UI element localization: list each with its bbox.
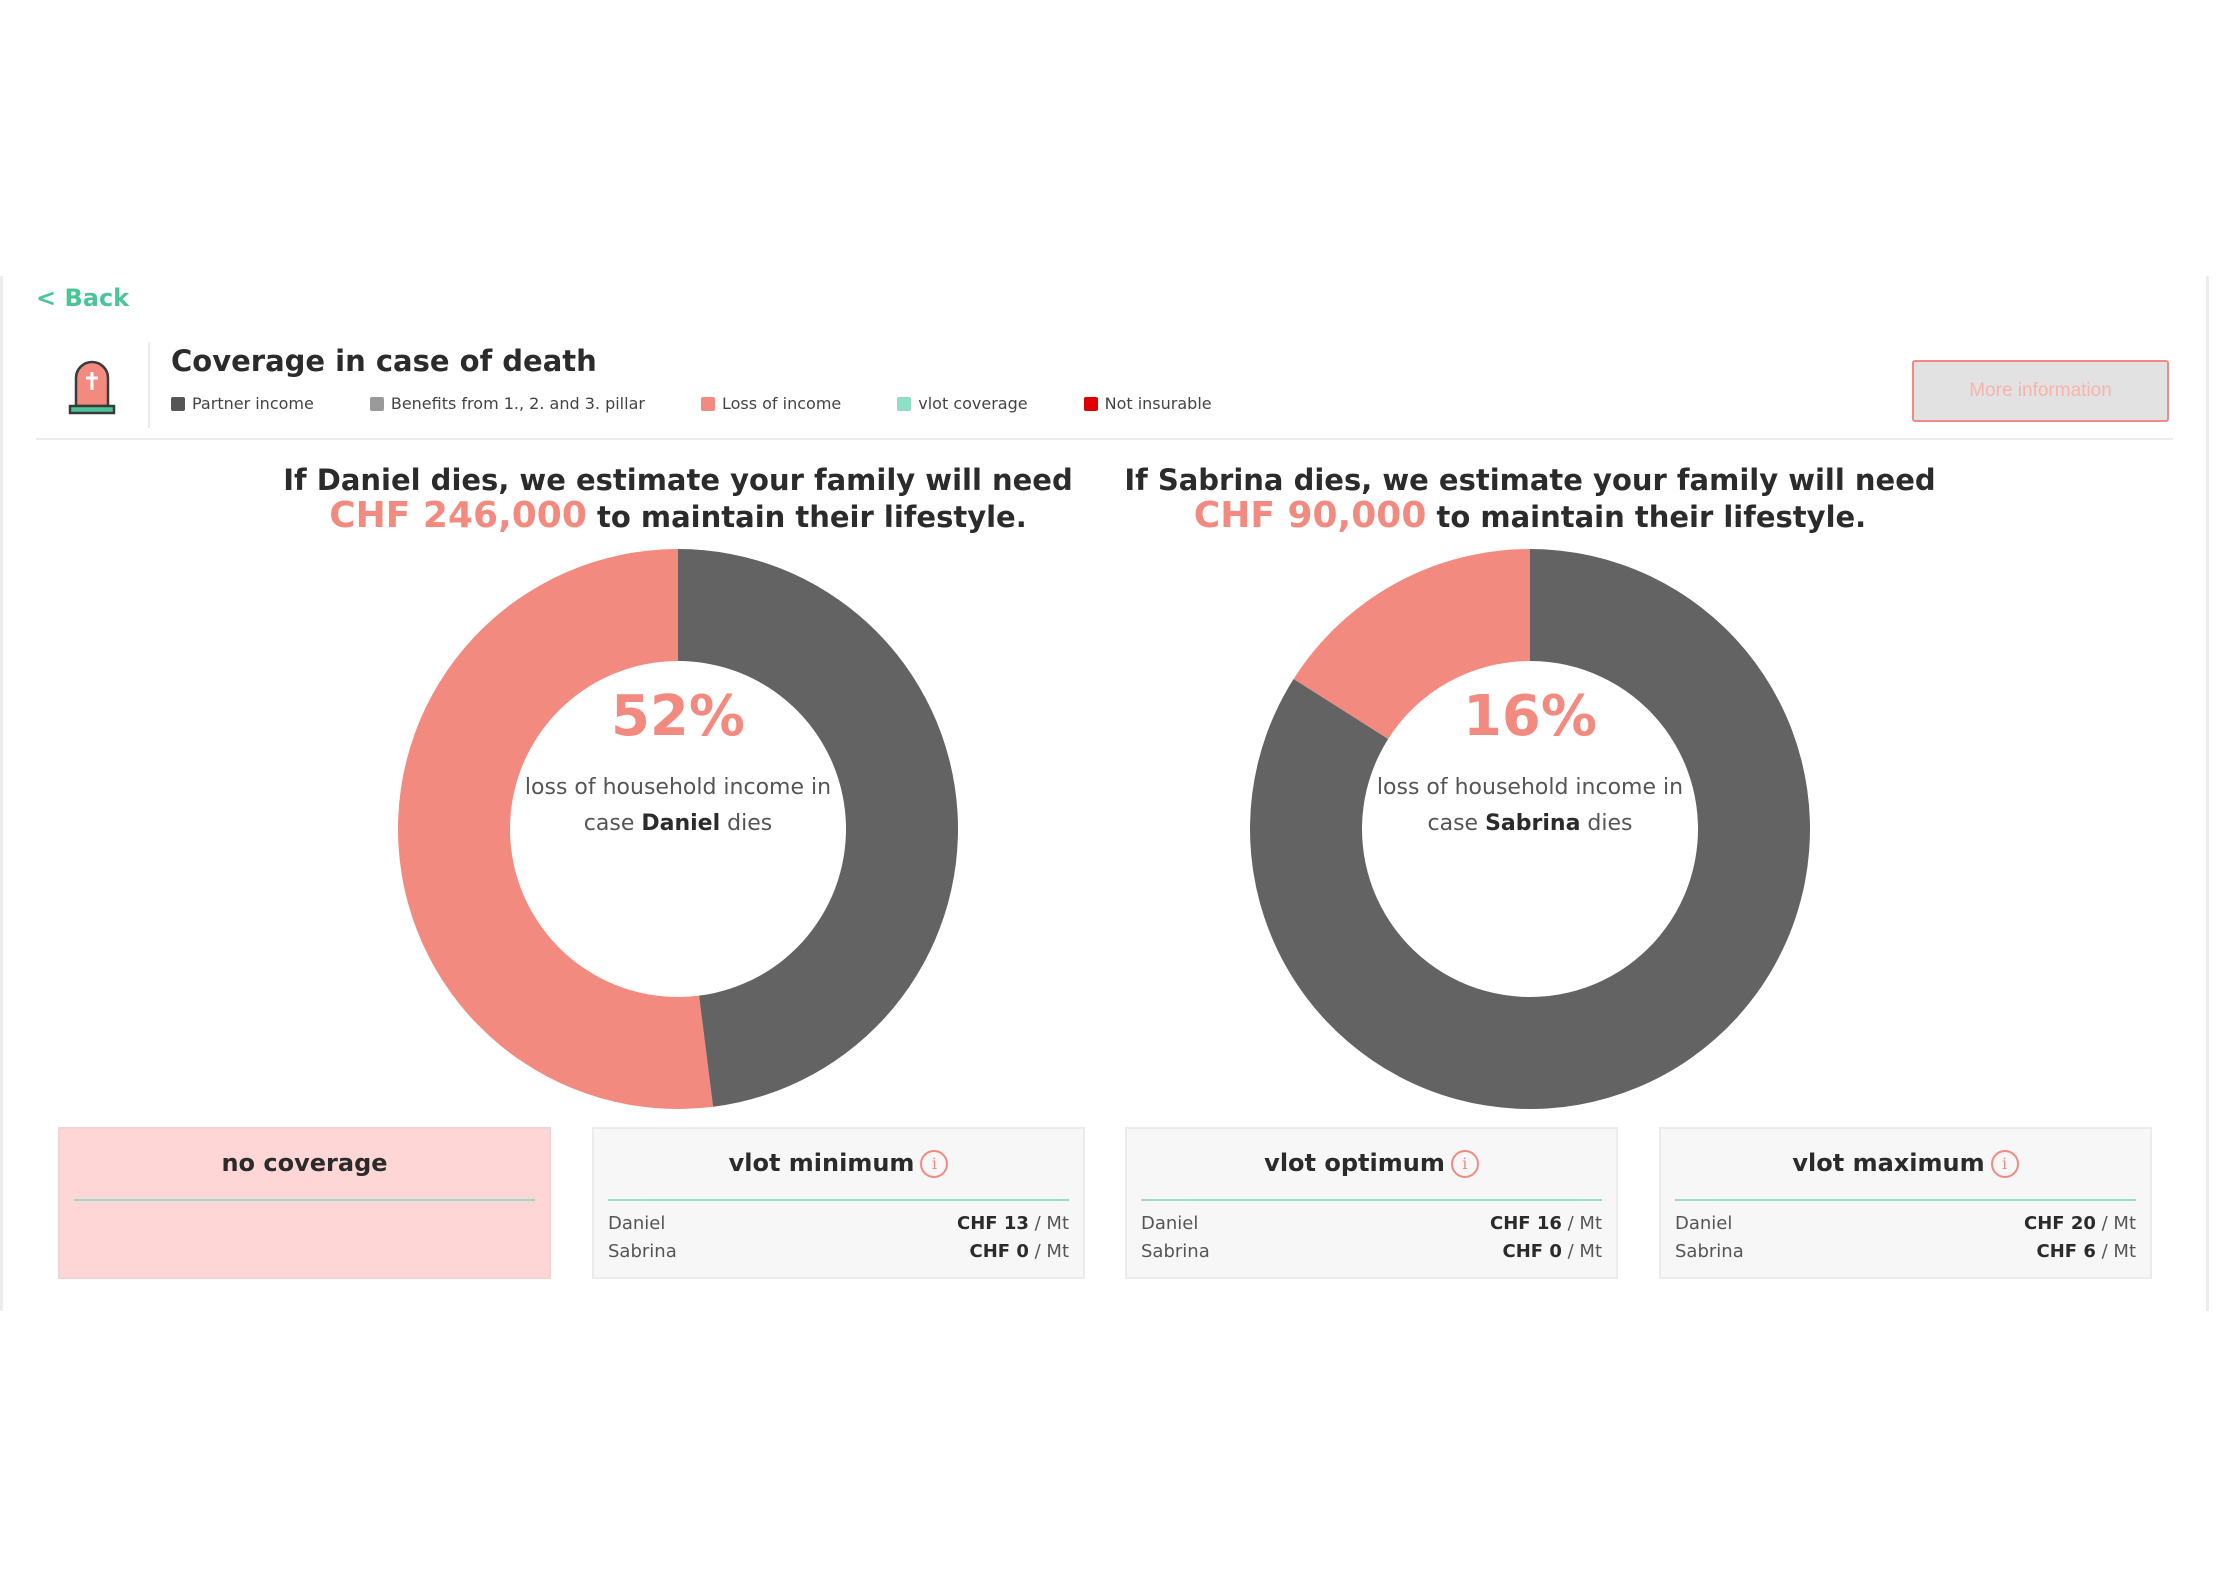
headline-line-1: If Daniel dies, we estimate your family … <box>283 463 1073 497</box>
plan-card-no-coverage[interactable]: no coverage <box>58 1127 551 1279</box>
legend-label: Not insurable <box>1104 394 1212 413</box>
legend-item-loss-of-income: Loss of income <box>700 394 842 413</box>
plan-title: vlot maximum i <box>1661 1149 2150 1178</box>
chart-legend: Partner income Benefits from 1., 2. and … <box>171 394 1268 413</box>
legend-swatch <box>1083 396 1098 411</box>
caption-text: loss of household income in case <box>1376 775 1684 836</box>
plan-title: no coverage <box>60 1149 549 1177</box>
plan-price: CHF 0 / Mt <box>1502 1241 1602 1262</box>
legend-swatch <box>171 396 185 411</box>
donut-center: 16% loss of household income in case Sab… <box>1360 682 1700 842</box>
plan-row: Sabrina CHF 6 / Mt <box>1675 1241 2136 1262</box>
donut-svg <box>398 549 959 1109</box>
plan-price: CHF 20 / Mt <box>2024 1213 2136 1234</box>
headline-suffix: to maintain their lifestyle. <box>597 500 1027 534</box>
plan-card-vlot-maximum[interactable]: vlot maximum i Daniel CHF 20 / Mt Sabrina… <box>1659 1127 2152 1279</box>
plan-title-text: vlot maximum <box>1792 1149 1985 1177</box>
legend-label: Partner income <box>192 394 314 413</box>
plan-person: Daniel <box>1141 1213 1199 1234</box>
headline-line-2: CHF 246,000 to maintain their lifestyle. <box>248 498 1108 535</box>
plan-price: CHF 13 / Mt <box>957 1213 1069 1234</box>
chart-panel-sabrina: If Sabrina dies, we estimate your family… <box>1100 462 1960 1122</box>
plan-row: Daniel CHF 20 / Mt <box>1675 1213 2136 1234</box>
donut-center: 52% loss of household income in case Dan… <box>508 682 848 842</box>
info-icon[interactable]: i <box>1450 1150 1479 1178</box>
plan-row: Sabrina CHF 0 / Mt <box>1141 1241 1602 1262</box>
loss-caption: loss of household income in case Daniel … <box>508 770 848 842</box>
plan-title: vlot minimum i <box>594 1149 1083 1178</box>
legend-label: Loss of income <box>721 394 842 413</box>
donut-slice-loss-of-income <box>1293 549 1530 739</box>
donut-slice-partner-income <box>678 549 959 1107</box>
needed-amount: CHF 246,000 <box>329 495 587 536</box>
plan-title-text: no coverage <box>221 1149 388 1177</box>
chart-headline: If Daniel dies, we estimate your family … <box>248 462 1108 535</box>
legend-item-pillar-benefits: Benefits from 1., 2. and 3. pillar <box>369 394 645 413</box>
caption-suffix: dies <box>727 811 773 836</box>
headline-line-2: CHF 90,000 to maintain their lifestyle. <box>1100 498 1960 535</box>
legend-item-partner-income: Partner income <box>171 394 314 413</box>
needed-amount: CHF 90,000 <box>1193 495 1427 536</box>
info-icon[interactable]: i <box>1990 1150 2019 1178</box>
donut-chart: 52% loss of household income in case Dan… <box>395 546 961 1112</box>
plan-price: CHF 0 / Mt <box>969 1241 1069 1262</box>
legend-swatch <box>369 396 384 411</box>
donut-svg <box>1250 549 1810 1109</box>
tombstone-icon <box>68 360 116 415</box>
plan-title-text: vlot optimum <box>1264 1149 1445 1177</box>
loss-percent: 52% <box>610 684 746 749</box>
headline-suffix: to maintain their lifestyle. <box>1436 500 1867 534</box>
plan-person: Sabrina <box>1141 1241 1210 1262</box>
loss-caption: loss of household income in case Sabrina… <box>1360 770 1700 842</box>
plan-card-vlot-minimum[interactable]: vlot minimum i Daniel CHF 13 / Mt Sabrina… <box>592 1127 1085 1279</box>
plan-row: Daniel CHF 16 / Mt <box>1141 1213 1602 1234</box>
plan-divider <box>608 1199 1069 1201</box>
plan-divider <box>74 1199 535 1201</box>
chart-headline: If Sabrina dies, we estimate your family… <box>1100 462 1960 535</box>
more-information-button[interactable]: More information <box>1912 360 2169 422</box>
caption-suffix: dies <box>1587 811 1633 836</box>
loss-percent: 16% <box>1462 684 1598 749</box>
plan-person: Sabrina <box>1675 1241 1744 1262</box>
legend-item-not-insurable: Not insurable <box>1083 394 1212 413</box>
frame-edge-left <box>0 276 3 1311</box>
caption-person: Sabrina <box>1485 811 1581 836</box>
plan-row: Daniel CHF 13 / Mt <box>608 1213 1069 1234</box>
plan-person: Daniel <box>1675 1213 1733 1234</box>
page-title: Coverage in case of death <box>171 344 597 378</box>
legend-swatch <box>897 396 912 411</box>
plan-card-vlot-optimum[interactable]: vlot optimum i Daniel CHF 16 / Mt Sabrina… <box>1125 1127 1618 1279</box>
headline-line-1: If Sabrina dies, we estimate your family… <box>1124 463 1936 497</box>
legend-label: vlot coverage <box>918 394 1028 413</box>
donut-chart: 16% loss of household income in case Sab… <box>1247 546 1813 1112</box>
header-divider <box>148 342 150 428</box>
plan-person: Daniel <box>608 1213 666 1234</box>
caption-person: Daniel <box>641 811 721 836</box>
plan-divider <box>1675 1199 2136 1201</box>
legend-label: Benefits from 1., 2. and 3. pillar <box>390 394 645 413</box>
plan-title: vlot optimum i <box>1127 1149 1616 1178</box>
back-link[interactable]: < Back <box>36 284 130 312</box>
plan-divider <box>1141 1199 1602 1201</box>
donut-slice-loss-of-income <box>398 549 714 1109</box>
legend-item-vlot-coverage: vlot coverage <box>897 394 1028 413</box>
caption-text: loss of household income in case <box>524 775 832 836</box>
plan-person: Sabrina <box>608 1241 677 1262</box>
plan-price: CHF 16 / Mt <box>1490 1213 1602 1234</box>
info-icon[interactable]: i <box>920 1150 949 1178</box>
chart-panel-daniel: If Daniel dies, we estimate your family … <box>248 462 1108 1122</box>
plan-title-text: vlot minimum <box>728 1149 915 1177</box>
plan-row: Sabrina CHF 0 / Mt <box>608 1241 1069 1262</box>
legend-swatch <box>700 396 715 411</box>
coverage-header: Coverage in case of death Partner income… <box>36 336 2173 440</box>
plan-price: CHF 6 / Mt <box>2036 1241 2136 1262</box>
donut-slice-partner-income <box>1250 549 1810 1109</box>
frame-edge-right <box>2206 276 2209 1311</box>
